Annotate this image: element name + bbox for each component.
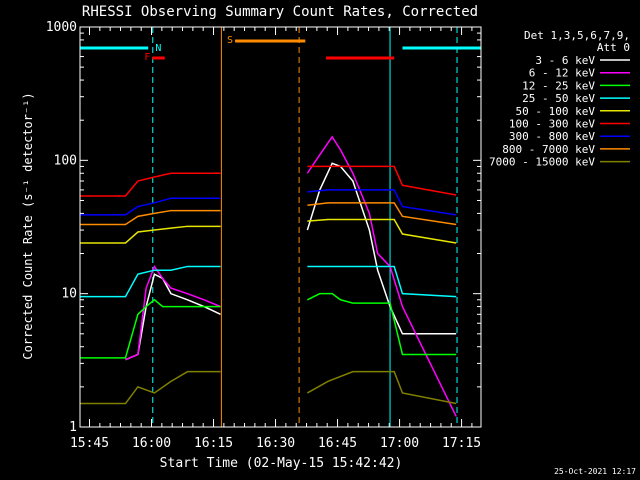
legend-label: 3 - 6 keV: [535, 54, 595, 67]
timestamp: 25-Oct-2021 12:17: [554, 467, 636, 476]
y-tick-label: 10: [61, 287, 77, 302]
x-tick-label: 16:30: [256, 436, 295, 451]
x-tick-label: 16:00: [132, 436, 171, 451]
series-line-25-50-kev: [80, 265, 221, 298]
series-line-7000-15000-kev: [307, 370, 457, 405]
series-line-50-100-kev: [307, 218, 457, 244]
legend-label: 100 - 300 keV: [509, 118, 595, 131]
x-axis-label: Start Time (02-May-15 15:42:42): [160, 456, 403, 471]
legend-label: 7000 - 15000 keV: [489, 156, 595, 169]
plot-frame: [79, 26, 482, 428]
legend-header-line-1: Det 1,3,5,6,7,9,: [524, 29, 630, 42]
legend-label: 12 - 25 keV: [522, 79, 595, 92]
x-tick-label: 16:15: [194, 436, 233, 451]
legend-label: 300 - 800 keV: [509, 130, 595, 143]
y-axis-label: Corrected Count Rate (s⁻¹ detector⁻¹): [21, 92, 35, 359]
flag-label: S: [227, 35, 233, 46]
y-tick-label: 1: [69, 420, 77, 435]
x-tick-label: 17:15: [442, 436, 481, 451]
plot-area: 1 10 100 1000 15:45 16:00 16:15 16:30 16:45 17:00…: [46, 20, 481, 451]
series-line-300-800-kev: [307, 189, 457, 216]
series-line-100-300-kev: [80, 172, 221, 197]
series-line-6-12-kev: [125, 264, 221, 361]
x-tick-label: 15:45: [70, 436, 109, 451]
series-line-12-25-kev: [307, 292, 457, 356]
legend-label: 50 - 100 keV: [516, 105, 596, 118]
flag-label: F: [144, 52, 150, 63]
y-tick-label: 1000: [46, 20, 77, 35]
chart-title: RHESSI Observing Summary Count Rates, Co…: [82, 4, 478, 20]
x-tick-label: 17:00: [380, 436, 419, 451]
y-tick-label: 100: [54, 153, 77, 168]
series-line-6-12-kev: [306, 135, 457, 417]
series-line-800-7000-kev: [80, 209, 221, 226]
series-line-25-50-kev: [307, 265, 457, 298]
series-line-100-300-kev: [307, 165, 457, 196]
flag-label: N: [155, 43, 161, 54]
series-line-800-7000-kev: [307, 202, 457, 226]
series-line-300-800-kev: [80, 197, 221, 216]
legend-label: 6 - 12 keV: [529, 67, 596, 80]
series-line-7000-15000-kev: [80, 370, 221, 405]
x-tick-label: 16:45: [318, 436, 357, 451]
legend-label: 800 - 7000 keV: [502, 143, 595, 156]
legend-label: 25 - 50 keV: [522, 92, 595, 105]
series-line-3-6-kev: [306, 162, 457, 335]
series-line-50-100-kev: [80, 225, 221, 244]
legend-header-line-2: Att 0: [597, 41, 630, 54]
series-line-12-25-kev: [80, 298, 221, 359]
